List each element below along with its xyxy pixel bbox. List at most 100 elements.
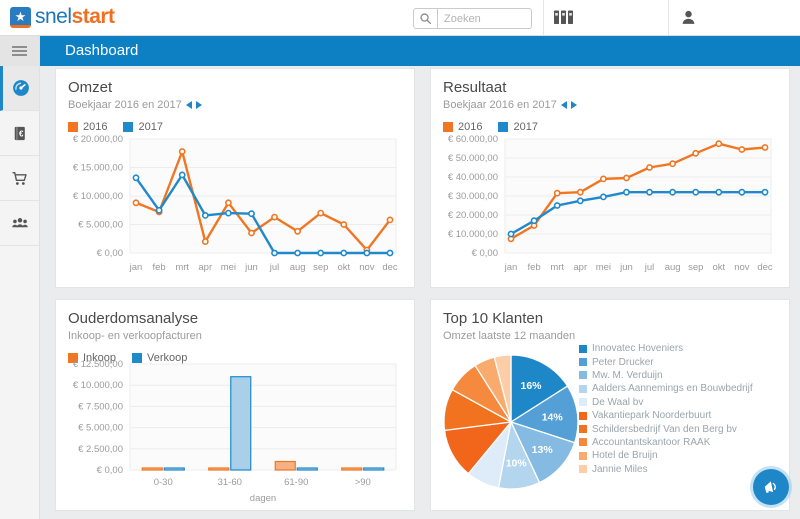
ledger-euro-icon: €	[14, 126, 25, 140]
card-subtitle: Boekjaar 2016 en 2017	[443, 99, 557, 111]
snelstart-logo[interactable]: ★ snelstart	[10, 5, 115, 29]
binders-icon	[553, 10, 573, 24]
prev-year-button[interactable]	[185, 101, 192, 109]
pie-legend-item: Schildersbedrijf Van den Berg bv	[579, 422, 784, 435]
legend-swatch	[579, 358, 587, 367]
top10-chart-svg: 16% 14% 13% 10%	[443, 354, 579, 490]
svg-text:sep: sep	[688, 262, 703, 273]
sidebar-item-boekhouden[interactable]: €	[0, 111, 39, 156]
omzet-chart-svg: € 20.000,00 € 15.000,00 € 10.000,00 € 5.000…	[73, 134, 398, 273]
svg-text:feb: feb	[527, 262, 540, 273]
search-icon[interactable]	[414, 9, 438, 28]
svg-text:€: €	[19, 129, 24, 138]
card-title: Omzet	[68, 79, 113, 96]
resultaat-chart: € 60.000,00 € 50.000,00 € 40.000,00 € 30.00…	[443, 127, 779, 288]
svg-text:€ 12.500,00: € 12.500,00	[73, 359, 123, 370]
pie-legend-item: De Waal bv	[579, 396, 784, 409]
menu-toggle-button[interactable]	[0, 35, 39, 66]
administrations-button[interactable]	[548, 0, 578, 35]
pie-legend-item: Vakantiepark Noorderbuurt	[579, 409, 784, 422]
pie-legend: Innovatec Hoveniers Peter Drucker Mw. M. V…	[579, 342, 784, 476]
svg-text:mei: mei	[221, 262, 236, 273]
card-subtitle: Inkoop- en verkoopfacturen	[68, 330, 202, 342]
svg-text:apr: apr	[573, 262, 587, 273]
svg-text:>90: >90	[355, 477, 371, 488]
cart-icon	[12, 171, 27, 185]
svg-text:€ 0,00: € 0,00	[472, 248, 498, 259]
svg-text:aug: aug	[290, 262, 306, 273]
svg-text:14%: 14%	[542, 411, 564, 423]
sidebar-item-dashboard[interactable]	[0, 66, 39, 111]
svg-text:€ 20.000,00: € 20.000,00	[448, 210, 498, 221]
svg-text:13%: 13%	[532, 444, 554, 456]
card-subtitle: Boekjaar 2016 en 2017	[68, 99, 182, 111]
svg-text:feb: feb	[152, 262, 165, 273]
svg-text:sep: sep	[313, 262, 328, 273]
svg-text:mrt: mrt	[550, 262, 564, 273]
legend-swatch	[579, 344, 587, 353]
search-box	[413, 8, 532, 29]
sidebar-item-verkoop[interactable]	[0, 156, 39, 201]
svg-text:€ 10.000,00: € 10.000,00	[73, 380, 123, 391]
next-year-button[interactable]	[195, 101, 202, 109]
legend-swatch	[579, 371, 587, 380]
chart-legend: 2016 2017	[68, 121, 402, 133]
pie-legend-item: Aalders Aannemings en Bouwbedrijf	[579, 382, 784, 395]
legend-item: 2016	[68, 121, 107, 133]
svg-text:jun: jun	[619, 262, 633, 273]
search-input[interactable]	[438, 9, 531, 28]
prev-year-button[interactable]	[560, 101, 567, 109]
pie-legend-item: Hotel de Bruijn	[579, 449, 784, 462]
logo-text: snelstart	[35, 5, 115, 28]
svg-text:10%: 10%	[506, 458, 528, 470]
star-icon: ★	[10, 6, 31, 28]
legend-swatch	[443, 122, 453, 132]
top-header: ★ snelstart	[0, 0, 800, 36]
omzet-card: Omzet Boekjaar 2016 en 2017 2016 2017 € 2…	[55, 68, 415, 288]
legend-item: 2017	[498, 121, 538, 133]
pie-legend-item: Mw. M. Verduijn	[579, 369, 784, 382]
user-menu-button[interactable]	[674, 0, 702, 35]
legend-swatch	[579, 411, 587, 420]
sidebar-item-relaties[interactable]	[0, 201, 39, 246]
svg-text:€ 5.000,00: € 5.000,00	[78, 423, 123, 434]
pie-legend-item: Peter Drucker	[579, 355, 784, 368]
svg-text:€ 0,00: € 0,00	[97, 465, 123, 476]
main-content: Omzet Boekjaar 2016 en 2017 2016 2017 € 2…	[40, 66, 800, 519]
svg-text:nov: nov	[359, 262, 375, 273]
svg-text:€ 10.000,00: € 10.000,00	[448, 229, 498, 240]
svg-text:mrt: mrt	[175, 262, 189, 273]
chart-legend: Inkoop Verkoop	[68, 352, 402, 364]
page-title: Dashboard	[65, 42, 139, 59]
top10-pie-chart: 16% 14% 13% 10%	[431, 342, 591, 507]
legend-swatch	[68, 353, 78, 363]
svg-text:€ 0,00: € 0,00	[97, 248, 123, 259]
omzet-chart: € 20.000,00 € 15.000,00 € 10.000,00 € 5.000…	[68, 127, 404, 288]
legend-swatch	[68, 122, 78, 132]
legend-swatch	[579, 425, 587, 434]
svg-text:€ 30.000,00: € 30.000,00	[448, 191, 498, 202]
legend-swatch	[498, 122, 509, 132]
people-icon	[11, 218, 28, 228]
card-title: Top 10 Klanten	[443, 310, 544, 327]
svg-text:€ 50.000,00: € 50.000,00	[448, 153, 498, 164]
header-divider	[668, 0, 669, 35]
megaphone-icon	[764, 481, 776, 493]
svg-text:aug: aug	[665, 262, 681, 273]
svg-text:okt: okt	[337, 262, 350, 273]
svg-text:31-60: 31-60	[218, 477, 242, 488]
svg-text:€ 40.000,00: € 40.000,00	[448, 172, 498, 183]
svg-text:apr: apr	[198, 262, 212, 273]
feedback-button[interactable]	[753, 469, 789, 505]
legend-swatch	[579, 438, 587, 447]
svg-text:mei: mei	[596, 262, 611, 273]
user-icon	[682, 10, 694, 24]
next-year-button[interactable]	[570, 101, 577, 109]
svg-text:dec: dec	[382, 262, 398, 273]
card-title: Resultaat	[443, 79, 507, 96]
resultaat-chart-svg: € 60.000,00 € 50.000,00 € 40.000,00 € 30.00…	[448, 134, 773, 273]
card-subtitle: Omzet laatste 12 maanden	[443, 330, 576, 342]
svg-text:jul: jul	[269, 262, 280, 273]
svg-text:16%: 16%	[521, 380, 543, 392]
chart-legend: 2016 2017	[443, 121, 777, 133]
